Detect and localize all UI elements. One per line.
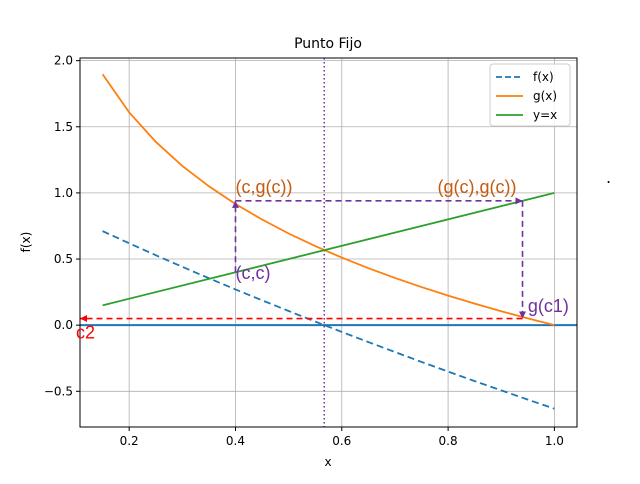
- arrow-head: [80, 315, 87, 323]
- x-tick-label: 0.2: [120, 434, 139, 448]
- legend-label: f(x): [533, 70, 554, 84]
- legend-box: [489, 63, 571, 127]
- x-tick-label: 0.8: [439, 434, 458, 448]
- annotations: (c,g(c)) (g(c),g(c)) (c,c) g(c1) c2: [76, 177, 569, 342]
- arrow-head: [515, 197, 523, 205]
- ticks: 0.2 0.4 0.6 0.8 1.0 −0.5 0.0 0.5 1.0 1.5 2.0: [44, 54, 564, 448]
- stray-mark: .: [606, 168, 611, 187]
- annotation-label: (c,c): [235, 263, 270, 283]
- y-tick-label: −0.5: [44, 384, 73, 398]
- annotation-label: c2: [76, 322, 95, 342]
- legend-label: y=x: [533, 108, 557, 122]
- chart-title: Punto Fijo: [294, 36, 362, 52]
- legend: f(x) g(x) y=x: [489, 63, 571, 127]
- plot-frame: [79, 57, 578, 428]
- annotation-label: (g(c),g(c)): [437, 177, 516, 197]
- reference-lines: [80, 58, 577, 427]
- arrow-head: [231, 200, 239, 208]
- x-tick-label: 0.4: [226, 434, 245, 448]
- y-tick-label: 0.0: [54, 318, 73, 332]
- y-axis-label: f(x): [19, 232, 33, 253]
- y-tick-label: 0.5: [54, 252, 73, 266]
- y-tick-label: 1.5: [54, 120, 73, 134]
- annotation-label: g(c1): [528, 296, 569, 316]
- series-line-yx: [102, 192, 555, 307]
- y-tick-label: 1.0: [54, 186, 73, 200]
- arrow-head: [519, 311, 527, 319]
- series: [101, 73, 555, 410]
- annotation-label: (c,g(c)): [235, 177, 292, 197]
- legend-label: g(x): [533, 89, 557, 103]
- series-line-gx: [101, 73, 555, 327]
- x-axis-label: x: [324, 455, 331, 469]
- x-tick-label: 0.6: [332, 434, 351, 448]
- y-tick-label: 2.0: [54, 54, 73, 68]
- x-tick-label: 1.0: [545, 434, 564, 448]
- arrows: [80, 197, 527, 323]
- series-line-fx: [102, 230, 555, 410]
